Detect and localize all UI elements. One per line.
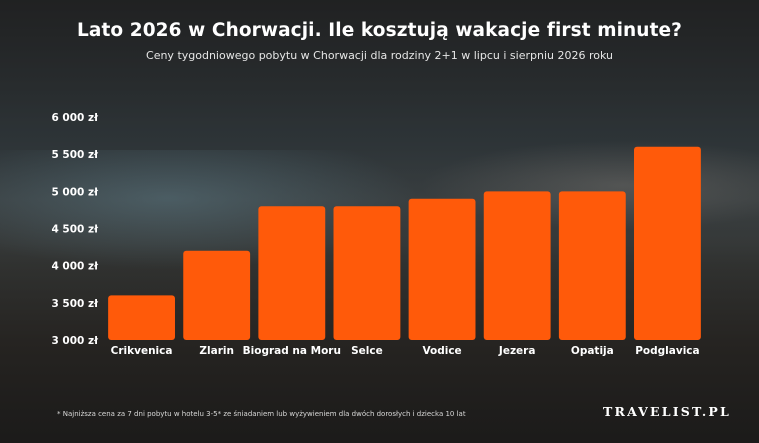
chart-subtitle: Ceny tygodniowego pobytu w Chorwacji dla… bbox=[146, 49, 613, 62]
x-tick-label: Vodice bbox=[422, 345, 461, 357]
x-tick-label: Crikvenica bbox=[111, 345, 173, 357]
x-tick-label: Opatija bbox=[571, 345, 614, 357]
x-axis: Crikvenica Zlarin Biograd na Moru Selce Vodi… bbox=[111, 345, 700, 357]
bar-jezera bbox=[483, 191, 551, 340]
y-tick-label: 6 000 zł bbox=[51, 112, 99, 124]
y-axis: 3 000 zł 3 500 zł 4 000 zł 4 500 zł 5 000 zł… bbox=[51, 112, 99, 347]
brand-logo: TRAVELIST.PL bbox=[603, 404, 731, 419]
y-tick-label: 5 500 zł bbox=[51, 149, 99, 161]
bar-vodice bbox=[408, 198, 476, 340]
bars bbox=[108, 146, 701, 340]
x-tick-label: Zlarin bbox=[199, 345, 234, 357]
y-tick-label: 5 000 zł bbox=[51, 186, 99, 198]
bar-crikvenica bbox=[108, 295, 175, 340]
x-tick-label: Jezera bbox=[498, 345, 536, 357]
x-tick-label: Selce bbox=[351, 345, 383, 357]
footnote: * Najniższa cena za 7 dni pobytu w hotel… bbox=[57, 410, 466, 418]
bar-opatija bbox=[558, 191, 626, 340]
y-tick-label: 4 000 zł bbox=[51, 261, 99, 273]
chart-title: Lato 2026 w Chorwacji. Ile kosztują waka… bbox=[76, 20, 683, 41]
x-tick-label: Biograd na Moru bbox=[243, 345, 341, 357]
y-tick-label: 3 500 zł bbox=[51, 298, 99, 310]
x-tick-label: Podglavica bbox=[635, 345, 699, 357]
y-tick-label: 4 500 zł bbox=[51, 224, 99, 236]
bar-zlarin bbox=[183, 250, 251, 340]
bar-podglavica bbox=[634, 146, 701, 340]
bar-biograd-na-moru bbox=[258, 206, 326, 340]
y-tick-label: 3 000 zł bbox=[51, 335, 99, 347]
bar-selce bbox=[333, 206, 401, 340]
